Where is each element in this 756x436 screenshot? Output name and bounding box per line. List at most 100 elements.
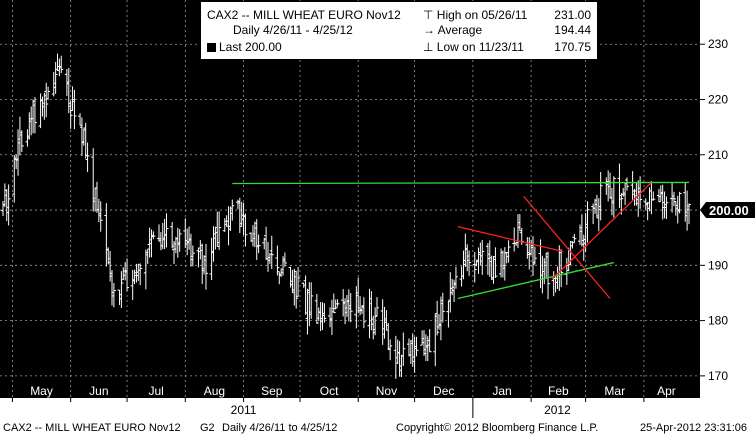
legend-high-value: 231.00 <box>554 8 591 22</box>
price-bar <box>138 263 143 286</box>
trendline-up-diagonal <box>551 181 652 280</box>
y-tick-label: 220 <box>708 93 728 107</box>
last-price-box <box>700 202 755 219</box>
legend-avg-value: 194.44 <box>554 23 591 37</box>
x-year-label: 2011 <box>231 403 257 417</box>
price-bar <box>164 213 169 248</box>
price-bar <box>19 130 24 152</box>
price-bar <box>46 86 51 100</box>
price-bar <box>44 82 49 118</box>
price-bar <box>348 293 353 323</box>
footer-security: CAX2 -- MILL WHEAT EURO Nov12 <box>3 422 181 434</box>
price-bar <box>656 188 661 203</box>
price-bar <box>440 292 445 323</box>
price-bar <box>203 243 208 290</box>
high-marker-icon: ⊤ <box>423 8 434 22</box>
x-month-label: Dec <box>433 384 454 398</box>
x-month-label: Jul <box>149 384 164 398</box>
price-bar <box>624 177 629 191</box>
low-marker-icon: ⊥ <box>423 40 434 54</box>
legend-low-label: Low on 11/23/11 <box>436 40 524 54</box>
price-bar <box>6 184 11 226</box>
legend-last-value: 200.00 <box>245 40 282 54</box>
legend-security: CAX2 -- MILL WHEAT EURO Nov12 <box>207 8 401 22</box>
last-price-label: 200.00 <box>709 203 749 218</box>
x-month-label: Apr <box>657 384 676 398</box>
price-bar <box>480 239 485 275</box>
y-tick-label: 170 <box>708 369 728 383</box>
average-marker-icon: → <box>423 23 435 37</box>
trendline-resistance <box>232 181 690 185</box>
price-bar <box>32 97 37 134</box>
price-bar <box>72 89 77 130</box>
legend-high-label: High on 05/26/11 <box>436 8 528 22</box>
legend-avg: → Average <box>423 23 482 37</box>
price-bar <box>111 283 116 308</box>
price-bar <box>243 213 248 247</box>
price-bar <box>296 266 301 298</box>
x-axis-panel <box>0 398 700 420</box>
x-year-label: 2012 <box>544 403 571 417</box>
price-bar <box>671 191 676 207</box>
price-bar <box>651 191 656 201</box>
price-bar <box>333 299 338 310</box>
price-bar <box>331 293 336 314</box>
price-bar <box>217 211 222 250</box>
price-bar <box>375 297 380 317</box>
price-bar <box>570 241 575 249</box>
trendline-triangle-lower <box>457 261 614 300</box>
chart-legend: CAX2 -- MILL WHEAT EURO Nov12 Daily 4/26… <box>200 1 598 60</box>
price-bar <box>230 199 235 221</box>
legend-last: Last 200.00 <box>207 40 282 54</box>
price-bar <box>388 339 393 361</box>
y-tick-label: 230 <box>708 37 728 51</box>
price-bar <box>68 100 73 129</box>
price-bar <box>177 229 182 252</box>
price-bar <box>322 303 327 323</box>
last-square-icon <box>207 43 216 52</box>
x-month-label: Nov <box>376 384 397 398</box>
x-month-label: Mar <box>604 384 625 398</box>
price-bar <box>546 251 551 300</box>
footer-copyright: Copyright© 2012 Bloomberg Finance L.P. <box>396 422 599 434</box>
x-month-label: Aug <box>204 384 225 398</box>
legend-low: ⊥ Low on 11/23/11 <box>423 40 524 54</box>
price-bar <box>687 203 691 225</box>
price-bar <box>275 245 280 276</box>
price-bar <box>493 247 498 278</box>
price-bar <box>506 240 511 263</box>
price-bar <box>190 245 195 267</box>
x-month-label: Sep <box>261 384 283 398</box>
y-tick-label: 180 <box>708 314 728 328</box>
price-bar <box>85 142 90 172</box>
chart-footer: CAX2 -- MILL WHEAT EURO Nov12 G2 Daily 4… <box>0 420 756 436</box>
price-bar <box>572 233 577 243</box>
price-bar <box>532 246 537 265</box>
trendline-triangle-upper <box>457 226 564 253</box>
footer-timestamp: 25-Apr-2012 23:31:06 <box>640 422 748 434</box>
footer-range: Daily 4/26/11 to 4/25/12 <box>222 422 338 434</box>
trendline-down-diagonal <box>523 195 611 299</box>
price-bar <box>125 258 130 292</box>
price-bar <box>677 191 682 214</box>
y-tick-label: 210 <box>708 148 728 162</box>
legend-low-value: 170.75 <box>554 40 591 54</box>
y-tick-label: 190 <box>708 258 728 272</box>
footer-page: G2 <box>200 422 215 434</box>
price-bar <box>98 201 103 232</box>
price-bar <box>309 282 314 319</box>
price-bar <box>373 307 378 336</box>
price-bar <box>559 249 564 288</box>
price-bar <box>151 231 156 240</box>
legend-avg-label: Average <box>437 23 483 37</box>
price-bar <box>472 251 477 283</box>
price-bar <box>427 329 432 353</box>
x-month-label: May <box>30 384 53 398</box>
price-bar <box>282 252 287 267</box>
price-bar <box>314 294 319 324</box>
legend-last-label: Last <box>219 40 242 54</box>
price-bar <box>53 61 58 94</box>
price-bar <box>467 250 472 276</box>
legend-high: ⊤ High on 05/26/11 <box>423 8 527 22</box>
price-bar <box>598 172 603 221</box>
